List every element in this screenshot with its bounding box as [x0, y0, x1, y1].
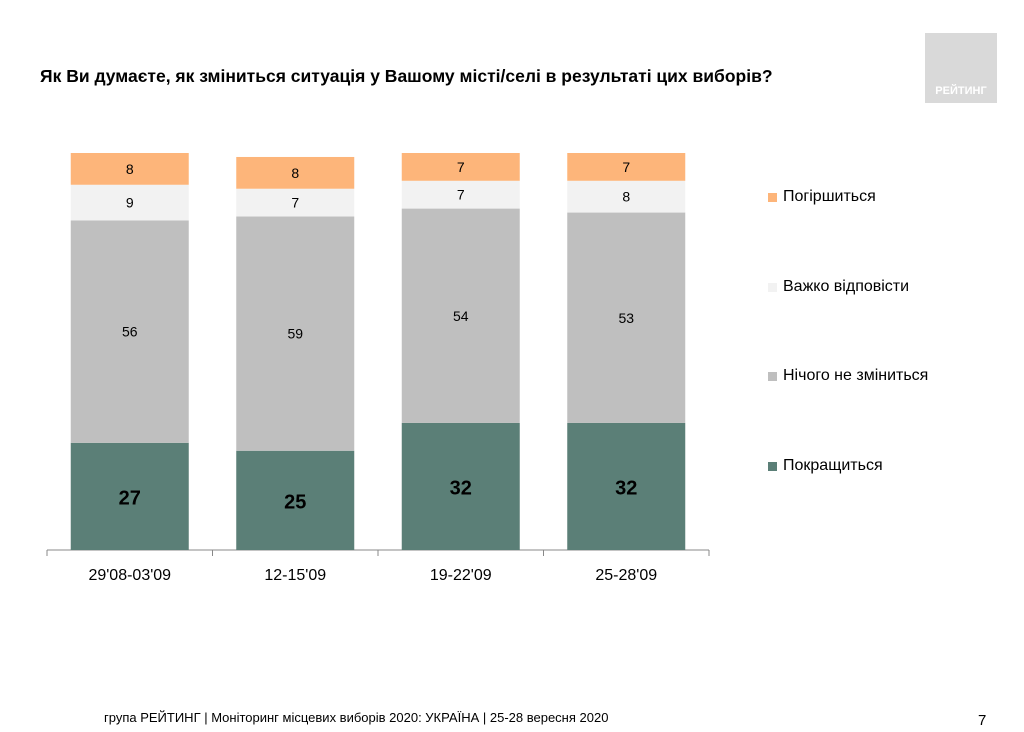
page-number: 7: [978, 712, 987, 729]
legend-item: Погіршиться: [768, 188, 876, 206]
bar-segment: [236, 450, 355, 550]
legend-item: Нічого не зміниться: [768, 367, 928, 385]
data-label: 54: [453, 308, 469, 324]
bar-segment: [236, 188, 355, 217]
data-label: 7: [622, 159, 630, 175]
data-label: 59: [287, 326, 303, 342]
data-label: 8: [622, 189, 630, 205]
legend-label: Важко відповісти: [783, 278, 910, 295]
data-label: 7: [457, 187, 465, 203]
bar-segment: [401, 153, 520, 181]
data-label: 9: [126, 195, 134, 211]
bar-segment: [567, 180, 686, 213]
legend-label: Покращиться: [783, 457, 883, 474]
bar-segment: [567, 212, 686, 423]
x-tick-label: 12-15'09: [264, 567, 326, 584]
data-label: 27: [119, 487, 141, 509]
bar-segment: [70, 153, 189, 185]
rating-logo: РЕЙТИНГ: [925, 33, 997, 103]
data-label: 7: [457, 159, 465, 175]
footer: група РЕЙТИНГ | Моніторинг місцевих вибо…: [104, 710, 609, 725]
legend-swatch: [768, 282, 777, 292]
data-label: 53: [618, 310, 634, 326]
data-label: 8: [126, 161, 134, 177]
legend-swatch: [768, 461, 777, 471]
legend-label: Нічого не зміниться: [783, 367, 929, 384]
data-label: 25: [284, 491, 306, 513]
bar-segment: [401, 180, 520, 209]
x-tick-label: 29'08-03'09: [88, 567, 171, 584]
data-label: 8: [291, 165, 299, 181]
bar-segment: [567, 422, 686, 550]
legend-swatch: [768, 371, 777, 381]
data-label: 56: [122, 324, 138, 340]
bar-segment: [70, 184, 189, 221]
bar-segment: [567, 153, 686, 181]
data-label: 32: [450, 477, 472, 499]
legend-label: Погіршиться: [783, 188, 876, 205]
bar-segment: [236, 216, 355, 451]
legend-item: Важко відповісти: [768, 278, 909, 296]
data-label: 7: [291, 195, 299, 211]
x-tick-label: 19-22'09: [430, 567, 492, 584]
legend-swatch: [768, 192, 777, 202]
bar-segment: [236, 156, 355, 189]
data-label: 32: [615, 477, 637, 499]
x-tick-label: 25-28'09: [595, 567, 657, 584]
bar-segment: [70, 220, 189, 443]
bar-segment: [70, 442, 189, 550]
bar-segment: [401, 422, 520, 550]
page-title: Як Ви думаєте, як зміниться ситуація у В…: [40, 66, 773, 86]
legend-item: Покращиться: [768, 457, 883, 475]
logo-text: РЕЙТИНГ: [935, 85, 987, 97]
bar-segment: [401, 208, 520, 423]
